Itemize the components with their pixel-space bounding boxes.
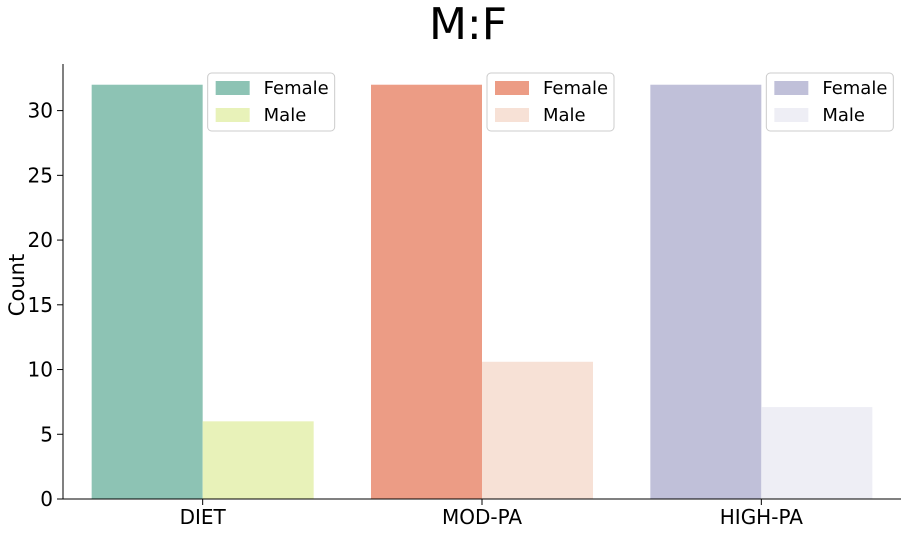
bar-female-mod-pa	[371, 84, 482, 499]
legend-swatch-female	[215, 81, 250, 95]
plot-area: 0 5 10 15 20 25 30 DIET MOD-PA HIGH-PA Female Male F…	[28, 64, 901, 529]
y-tick-label: 15	[28, 293, 53, 317]
y-axis-label: Count	[5, 254, 29, 316]
legend-swatch-female	[774, 81, 809, 95]
chart-title: M:F	[429, 0, 507, 50]
legend-label-female: Female	[543, 78, 608, 99]
bar-female-diet	[91, 84, 203, 499]
x-tick-label: DIET	[180, 505, 227, 529]
legend-label-male: Male	[264, 105, 307, 126]
y-tick-label: 25	[28, 163, 53, 187]
legend-swatch-male	[774, 108, 809, 122]
bar-male-diet	[202, 421, 314, 499]
y-tick-label: 20	[28, 228, 53, 252]
y-tick-label: 10	[28, 358, 53, 382]
legend-swatch-male	[215, 108, 250, 122]
legend-label-male: Male	[543, 105, 586, 126]
legend-label-female: Female	[264, 78, 329, 99]
legend-swatch-male	[495, 108, 529, 122]
legend-label-female: Female	[822, 78, 887, 99]
x-tick-label: MOD-PA	[442, 505, 522, 529]
y-tick-label: 5	[40, 422, 53, 446]
y-tick-label: 0	[40, 487, 53, 511]
legend-label-male: Male	[822, 105, 865, 126]
y-tick-label: 30	[28, 99, 53, 123]
bar-male-mod-pa	[482, 361, 593, 499]
bar-female-high-pa	[650, 84, 762, 499]
legend-swatch-female	[495, 81, 529, 95]
bar-male-high-pa	[761, 407, 873, 499]
x-tick-label: HIGH-PA	[720, 505, 803, 529]
